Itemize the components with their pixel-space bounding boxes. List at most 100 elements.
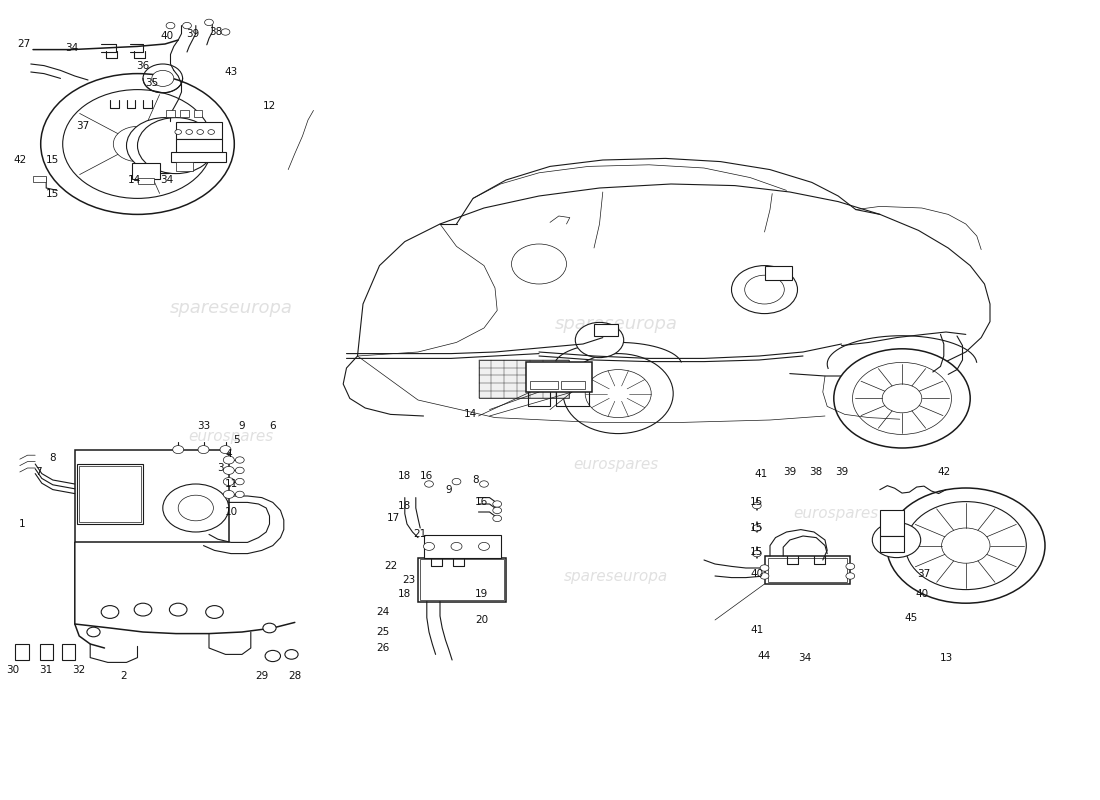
Circle shape [512,244,566,284]
Text: 39: 39 [186,29,199,38]
Bar [880,510,904,536]
Circle shape [493,507,502,514]
Text: 24: 24 [376,607,389,617]
Circle shape [173,446,184,454]
Bar [594,324,618,336]
Circle shape [87,627,100,637]
Bar [176,122,222,139]
Text: 3: 3 [217,463,223,473]
Circle shape [478,542,490,550]
Text: 18: 18 [398,501,411,510]
Circle shape [41,74,234,214]
Circle shape [852,362,952,434]
Text: 15: 15 [750,498,763,507]
Text: 38: 38 [209,27,222,37]
Text: eurospares: eurospares [793,506,879,521]
Text: 15: 15 [46,155,59,165]
Bar [15,644,29,660]
Circle shape [752,525,761,531]
Text: 15: 15 [750,547,763,557]
Text: 30: 30 [7,666,20,675]
Text: 17: 17 [387,514,400,523]
Circle shape [263,623,276,633]
Text: 28: 28 [288,671,301,681]
Circle shape [208,130,214,134]
Circle shape [872,522,921,558]
Circle shape [235,457,244,463]
Text: 34: 34 [799,653,812,662]
Text: eurospares: eurospares [573,457,659,471]
Text: 14: 14 [464,410,477,419]
Circle shape [942,528,990,563]
Circle shape [285,650,298,659]
Circle shape [126,118,204,174]
Circle shape [575,322,624,358]
Circle shape [493,501,502,507]
Text: 40: 40 [750,570,763,579]
Circle shape [235,467,244,474]
Text: spareseuropa: spareseuropa [554,315,678,333]
Text: 14: 14 [128,175,141,185]
Text: 6: 6 [270,421,276,430]
Circle shape [223,466,234,474]
Bar [880,536,904,552]
Circle shape [198,446,209,454]
Text: 33: 33 [197,421,210,430]
Circle shape [221,29,230,35]
Text: 43: 43 [224,67,238,77]
Text: spareseuropa: spareseuropa [169,299,293,317]
Text: 38: 38 [810,467,823,477]
Bar [561,381,585,389]
Text: 37: 37 [76,121,89,130]
Bar [75,450,229,542]
Text: 9: 9 [239,421,245,430]
Circle shape [223,478,234,486]
Text: 2: 2 [120,671,127,681]
Circle shape [183,22,191,29]
Text: 45: 45 [904,613,917,622]
Text: 18: 18 [398,589,411,598]
Text: 20: 20 [475,615,488,625]
Circle shape [166,22,175,29]
Circle shape [265,650,280,662]
Circle shape [846,563,855,570]
Text: 31: 31 [40,666,53,675]
Text: 44: 44 [758,651,771,661]
Bar [526,362,592,392]
Circle shape [451,542,462,550]
Text: 25: 25 [376,627,389,637]
Circle shape [760,565,769,571]
Circle shape [163,484,229,532]
Circle shape [206,606,223,618]
Bar [418,558,506,602]
Circle shape [905,502,1026,590]
Circle shape [585,370,651,418]
Bar [138,178,154,184]
Text: 29: 29 [255,671,268,681]
Text: 39: 39 [783,467,796,477]
Text: 36: 36 [136,61,150,70]
Text: 32: 32 [73,666,86,675]
Text: 11: 11 [224,479,238,489]
Circle shape [178,495,213,521]
Circle shape [563,354,673,434]
Text: 26: 26 [376,643,389,653]
Circle shape [175,130,182,134]
Circle shape [223,490,234,498]
Bar [77,464,143,524]
Bar [478,360,569,398]
Text: 8: 8 [472,475,478,485]
Circle shape [493,515,502,522]
Bar [79,466,141,522]
Text: 42: 42 [13,155,26,165]
Circle shape [113,126,162,162]
Bar [176,162,192,171]
Circle shape [169,603,187,616]
Bar [40,644,53,660]
Circle shape [752,550,761,557]
Circle shape [732,266,798,314]
Text: 9: 9 [446,485,452,494]
Text: 15: 15 [750,523,763,533]
Circle shape [745,275,784,304]
Bar [166,110,175,117]
